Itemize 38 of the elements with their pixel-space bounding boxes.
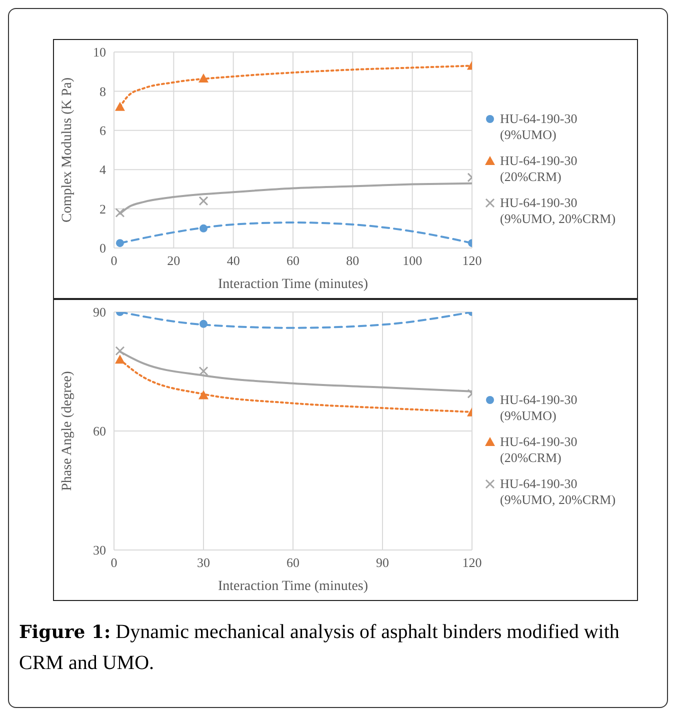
x-tick-label: 80: [346, 253, 360, 268]
x-tick-label: 60: [286, 555, 300, 570]
y-tick-label: 90: [93, 304, 106, 320]
point: [198, 196, 208, 206]
x-axis-title: Interaction Time (minutes): [218, 579, 368, 594]
y-tick-label: 4: [100, 162, 106, 178]
x-tick-label: 120: [462, 253, 482, 268]
point: [114, 102, 125, 111]
y-axis-title: Phase Angle (degree): [60, 370, 75, 491]
y-tick-label: 30: [93, 542, 106, 558]
legend-label: HU-64-190-30 (9%UMO, 20%CRM): [500, 476, 617, 508]
legend-label: HU-64-190-30 (20%CRM): [500, 153, 578, 185]
x-tick-label: 0: [110, 253, 118, 268]
x-tick-label: 60: [286, 253, 300, 268]
x-tick-label: 40: [226, 253, 240, 268]
legend-label: HU-64-190-30 (9%UMO): [500, 392, 578, 424]
x-tick-label: 20: [167, 253, 180, 268]
y-axis-title: Complex Modulus (K Pa): [60, 77, 75, 223]
y-tick-label: 6: [100, 123, 106, 138]
y-tick-label: 2: [100, 201, 106, 216]
x-tick-label: 100: [402, 253, 422, 268]
point: [198, 73, 208, 82]
point: [116, 239, 124, 248]
y-tick-label: 10: [93, 44, 106, 60]
x-tick-label: 30: [197, 555, 210, 570]
caption: Figure 1: Dynamic mechanical analysis of asphalt binders modified with CRM and UMO.: [19, 620, 620, 676]
y-tick-label: 8: [100, 84, 106, 99]
point: [200, 224, 208, 232]
legend-label: HU-64-190-30 (9%UMO, 20%CRM): [500, 195, 617, 227]
x-tick-label: 120: [462, 555, 482, 570]
x-tick-label: 0: [110, 555, 118, 570]
legend-label: HU-64-190-30 (20%CRM): [500, 434, 578, 466]
point: [115, 208, 125, 218]
x-axis-title: Interaction Time (minutes): [218, 277, 368, 292]
legend-label: HU-64-190-30 (9%UMO): [500, 111, 578, 143]
y-tick-label: 60: [93, 424, 106, 439]
x-tick-label: 90: [376, 555, 389, 570]
y-tick-label: 0: [100, 240, 106, 256]
